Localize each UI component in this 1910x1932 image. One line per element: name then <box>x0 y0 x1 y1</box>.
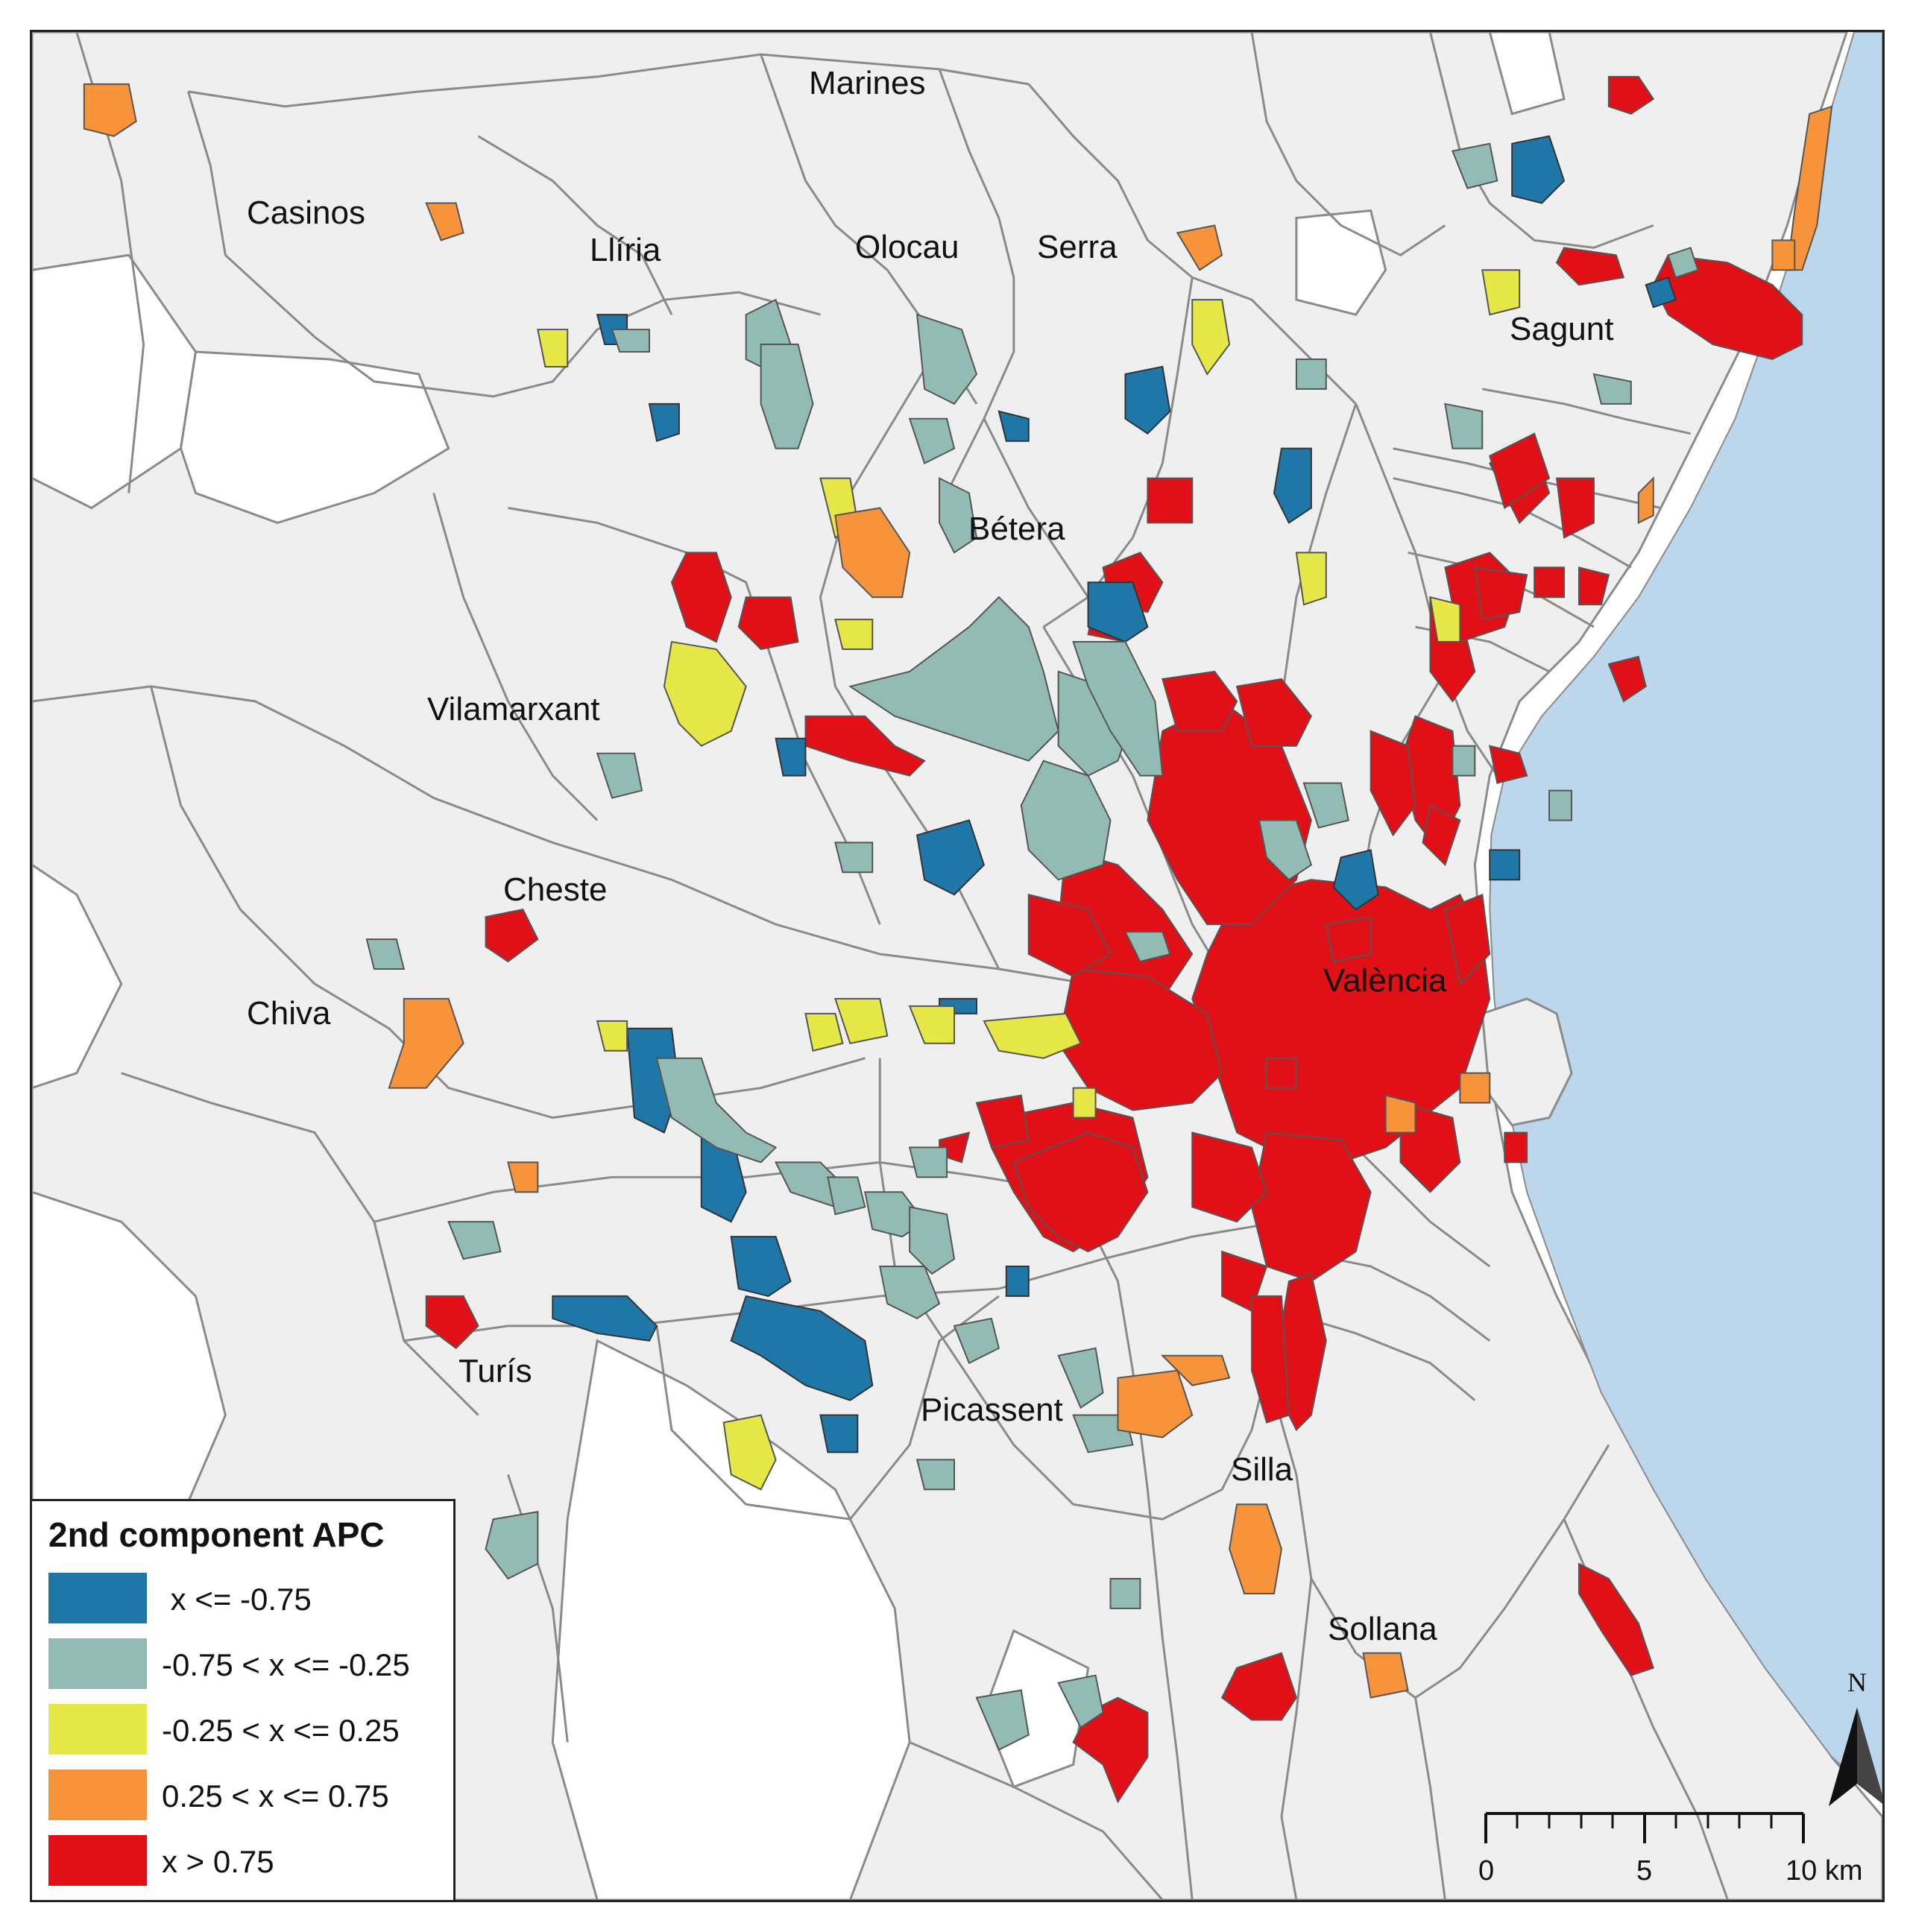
legend-label: x > 0.75 <box>162 1844 274 1879</box>
place-label-silla: Silla <box>1231 1451 1293 1488</box>
legend-swatch <box>48 1638 147 1689</box>
patches-class-2 <box>365 142 1699 1751</box>
scale-bar: 0 5 10 km <box>1478 1806 1866 1895</box>
legend-item: -0.25 < x <= 0.25 <box>48 1704 444 1758</box>
legend-label: -0.75 < x <= -0.25 <box>162 1647 410 1682</box>
legend-item: 0.25 < x <= 0.75 <box>48 1770 444 1823</box>
scale-tick-label: 0 <box>1478 1855 1495 1887</box>
legend-swatch <box>48 1704 147 1755</box>
north-arrow: N <box>1820 1664 1882 1813</box>
place-label-sagunt: Sagunt <box>1510 311 1614 347</box>
outside-areas <box>32 32 1566 1900</box>
legend: 2nd component APC x <= -0.75 -0.75 < x <… <box>32 1499 456 1900</box>
legend-swatch <box>48 1770 147 1820</box>
legend-item: x <= -0.75 <box>48 1573 444 1626</box>
place-label-valencia: València <box>1323 962 1447 999</box>
patches-class-3 <box>537 269 1521 1491</box>
legend-label: 0.25 < x <= 0.75 <box>162 1778 389 1813</box>
place-label-serra: Serra <box>1037 229 1118 265</box>
place-label-olocau: Olocau <box>855 229 959 265</box>
map-canvas[interactable] <box>32 32 1882 1900</box>
place-label-betera: Bétera <box>968 511 1065 547</box>
legend-item: x > 0.75 <box>48 1835 444 1889</box>
place-label-sollana: Sollana <box>1328 1611 1437 1647</box>
legend-swatch <box>48 1573 147 1623</box>
port <box>1481 997 1573 1127</box>
legend-swatch <box>48 1835 147 1886</box>
legend-title: 2nd component APC <box>48 1515 385 1554</box>
place-label-turis: Turís <box>458 1353 532 1389</box>
sea <box>1489 32 1882 1803</box>
place-label-cheste: Cheste <box>503 871 608 908</box>
patches-class-5b <box>425 552 1655 1804</box>
place-label-lliria: Llíria <box>590 232 661 268</box>
legend-item: -0.75 < x <= -0.25 <box>48 1638 444 1692</box>
map-frame: Marines Casinos Llíria Olocau Serra Sagu… <box>30 30 1885 1902</box>
place-label-chiva: Chiva <box>247 995 331 1032</box>
north-arrow-label: N <box>1847 1667 1867 1697</box>
place-label-marines: Marines <box>809 65 926 101</box>
place-label-picassent: Picassent <box>921 1392 1063 1428</box>
patches-class-4 <box>83 83 1833 1699</box>
scale-tick-label: 5 <box>1636 1855 1653 1887</box>
patches-class-1 <box>552 135 1677 1453</box>
scale-tick-label: 10 km <box>1785 1855 1863 1887</box>
legend-label: x <= -0.75 <box>162 1582 312 1617</box>
place-label-casinos: Casinos <box>247 195 365 231</box>
place-label-vilamarxant: Vilamarxant <box>427 691 600 727</box>
legend-label: -0.25 < x <= 0.25 <box>162 1713 400 1748</box>
